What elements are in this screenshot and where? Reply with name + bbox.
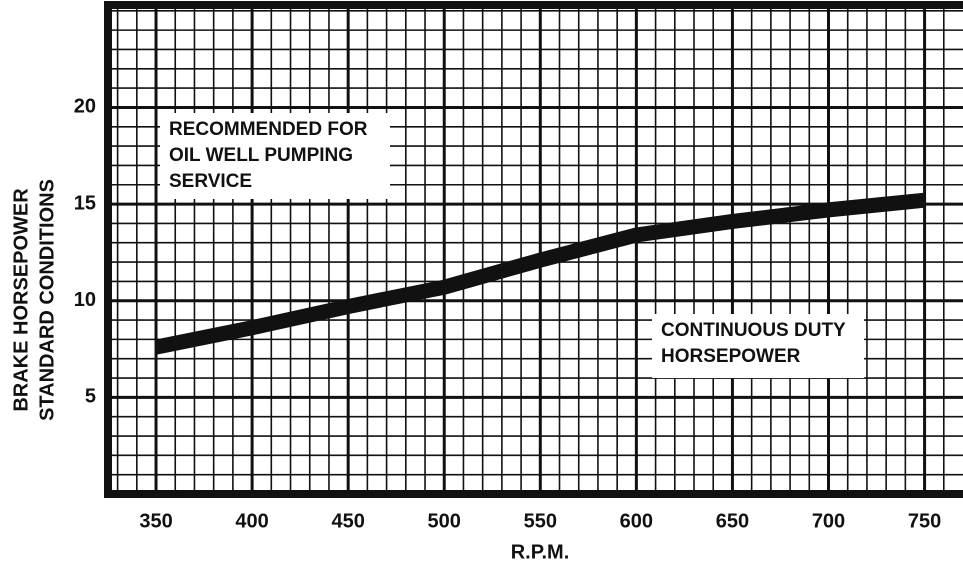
annotation-box [652, 314, 864, 378]
y-tick-label: 20 [74, 96, 96, 118]
y-axis-label: BRAKE HORSEPOWER [10, 188, 32, 412]
annotation: CONTINUOUS DUTY [661, 320, 846, 341]
x-tick-label: 600 [620, 510, 653, 532]
annotation-box [160, 113, 390, 199]
y-tick-label: 15 [74, 192, 96, 214]
x-tick-label: 350 [139, 510, 172, 532]
y-tick-label: 10 [74, 289, 96, 311]
plot-frame [104, 1, 963, 498]
x-tick-label: 750 [908, 510, 941, 532]
x-tick-label: 700 [812, 510, 845, 532]
x-tick-label: 450 [331, 510, 364, 532]
x-tick-label: 550 [524, 510, 557, 532]
x-tick-label: 400 [235, 510, 268, 532]
y-tick-label: 5 [85, 386, 96, 408]
x-tick-label: 500 [428, 510, 461, 532]
annotation: SERVICE [169, 171, 252, 192]
annotation: OIL WELL PUMPING [169, 145, 353, 166]
y-axis-label: STANDARD CONDITIONS [36, 179, 58, 421]
data-line [154, 192, 926, 355]
x-tick-label: 650 [716, 510, 749, 532]
x-axis-label: R.P.M. [511, 541, 570, 563]
annotation: RECOMMENDED FOR [169, 119, 368, 140]
annotation: HORSEPOWER [661, 346, 801, 367]
